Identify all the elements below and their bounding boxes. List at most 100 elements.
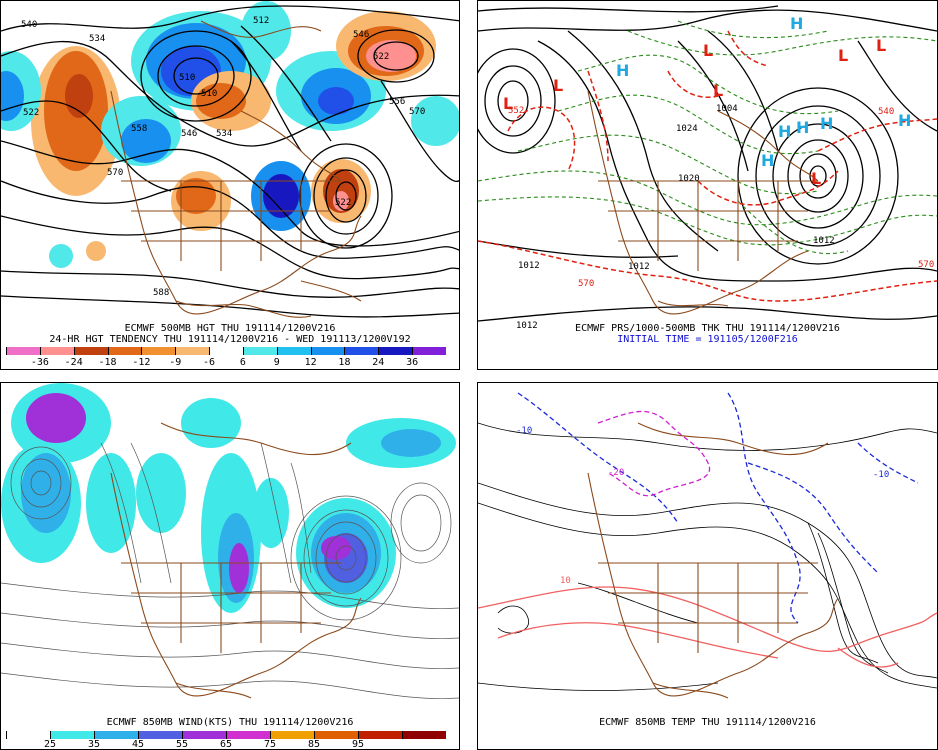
low-center: L [553,76,563,95]
contour-label: 570 [409,107,425,117]
tendency-colorbar [6,347,446,355]
contour-label: 1020 [678,174,700,184]
contour-label: 10 [560,576,571,586]
contour-labels: 1012 1012 1012 1012 570 570 540 1020 100… [508,104,934,331]
contour-label: 540 [21,20,37,30]
contour-label: 512 [253,16,269,26]
contour-label: 522 [335,198,351,208]
low-center: L [503,94,513,113]
low-center: L [876,36,886,55]
wind-map [1,383,459,699]
contour-labels: -10 -20 -10 10 [516,426,889,586]
colorbar-cell [270,731,314,739]
contour-label: -20 [608,468,624,478]
contour-label: 1012 [628,262,650,272]
colorbar-label: 65 [219,739,233,750]
colorbar-label: 25 [43,739,57,750]
colorbar-cell [314,731,358,739]
colorbar-cell [6,347,40,355]
tendency-colorbar-labels: -36 -24 -18 -12 -9 -6 6 9 12 18 24 36 [6,357,446,369]
colorbar-cell [412,347,446,355]
initial-time-caption: INITIAL TIME = 191105/1200F216 [617,334,798,345]
colorbar-label: -18 [98,357,117,368]
wind-colorbar [6,731,446,739]
contour-label: 522 [373,52,389,62]
contour-label: 1012 [518,261,540,271]
colorbar-label: -24 [64,357,83,368]
coastlines [587,90,819,315]
colorbar-cell [107,347,142,355]
colorbar-label: 55 [175,739,189,750]
contour-label: 546 [181,129,197,139]
high-center: H [796,118,809,137]
colorbar-label: 36 [406,357,419,368]
colorbar-cell [226,731,270,739]
contour-label: 570 [578,279,594,289]
contour-label: 534 [216,129,232,139]
coastlines [110,422,362,699]
thickness-map: L L L L L L L H H H H H H H 1012 1012 10… [478,5,937,331]
low-center: L [811,169,821,188]
colorbar-label: -6 [203,357,216,368]
temperature-caption: ECMWF 850MB TEMP THU 191114/1200V216 [599,717,816,728]
contour-label: 546 [353,30,369,40]
colorbar-cell [138,731,182,739]
thickness-green-contours [478,20,937,255]
colorbar-label: 75 [263,739,277,750]
contour-label: 556 [389,97,405,107]
low-center: L [703,41,713,60]
colorbar-label: 45 [131,739,145,750]
colorbar-cell [378,347,413,355]
thickness-red-contours [478,30,937,302]
contour-label: 552 [508,106,524,116]
colorbar-cell [94,731,138,739]
contour-labels: 540 534 522 558 546 534 510 570 588 522 … [21,16,425,298]
contour-label: 1004 [716,104,738,114]
contour-label: -10 [873,470,889,480]
colorbar-label: 12 [304,357,317,368]
contour-label: 570 [918,260,934,270]
wind-caption: ECMWF 850MB WIND(KTS) THU 191114/1200V21… [106,717,354,728]
contour-label: -10 [516,426,532,436]
contour-label: 588 [153,288,169,298]
panel-850mb-wind: ECMWF 850MB WIND(KTS) THU 191114/1200V21… [0,382,460,750]
low-center: L [838,46,848,65]
low-center: L [713,81,723,100]
colorbar-label: -9 [169,357,182,368]
colorbar-cell [310,347,345,355]
temperature-map: -10 -20 -10 10 [478,392,937,699]
contour-label: 522 [23,108,39,118]
coastlines [110,20,362,318]
contour-label: 570 [107,168,123,178]
high-center: H [778,122,791,141]
tendency-caption: ECMWF 500MB HGT THU 191114/1200V216 [124,323,336,334]
colorbar-cell [182,731,226,739]
thickness-caption: ECMWF PRS/1000-500MB THK THU 191114/1200… [575,323,840,334]
high-center: H [790,14,803,33]
contour-label: 1012 [516,321,538,331]
colorbar-label: 9 [273,357,280,368]
colorbar-cell [242,347,277,355]
contour-label: 510 [179,73,195,83]
contour-label: 558 [131,124,147,134]
colorbar-cell [358,731,402,739]
temperature-contours [478,422,937,691]
high-center: H [616,61,629,80]
coastlines [587,422,839,699]
wind-shading [1,383,456,613]
warm-isotherms [478,586,937,668]
colorbar-label: 35 [87,739,101,750]
colorbar-cell [73,347,108,355]
contour-label: 1012 [813,236,835,246]
very-cold-isotherm [597,410,711,497]
contour-label: 540 [878,107,894,117]
colorbar-label: -36 [30,357,49,368]
colorbar-label: 24 [372,357,385,368]
colorbar-label: 18 [338,357,351,368]
high-center: H [898,111,911,130]
colorbar-label: 85 [307,739,321,750]
pressure-centers: L L L L L L L H H H H H H H [503,14,911,188]
panel-850mb-temp: -10 -20 -10 10 ECMWF 850MB TEMP THU 1911… [477,382,938,750]
high-center: H [820,114,833,133]
contour-label: 534 [89,34,105,44]
